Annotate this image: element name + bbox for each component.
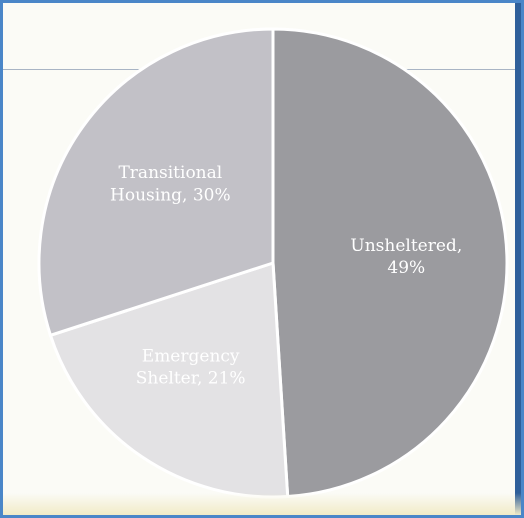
- window-edge: [515, 3, 521, 515]
- data-label-unsheltered: Unsheltered, 49%: [350, 236, 462, 278]
- pie-chart: Unsheltered, 49% Emergency Shelter, 21% Tran…: [37, 27, 509, 499]
- pie-slice-unsheltered: [271, 27, 509, 499]
- pie-slice-transitional-housing: [37, 27, 275, 338]
- data-label-emergency-shelter: Emergency Shelter, 21%: [136, 346, 246, 388]
- data-label-transitional-housing: Transitional Housing, 30%: [110, 163, 231, 205]
- page-shade: [3, 493, 521, 515]
